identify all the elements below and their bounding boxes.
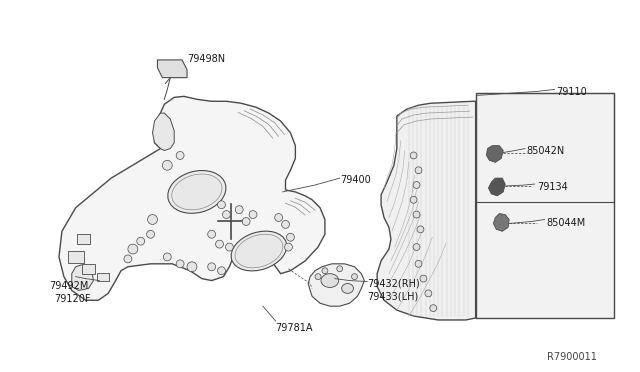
Circle shape [128,244,138,254]
Ellipse shape [172,174,222,210]
Circle shape [351,274,357,280]
Text: 79498N: 79498N [187,54,225,64]
Text: 85044M: 85044M [547,218,586,228]
Circle shape [322,268,328,274]
Circle shape [137,237,145,245]
Circle shape [315,274,321,280]
Polygon shape [72,265,93,291]
Circle shape [187,262,197,272]
Circle shape [417,226,424,233]
Circle shape [236,206,243,214]
Circle shape [218,201,225,209]
Circle shape [410,196,417,203]
Circle shape [413,244,420,250]
Circle shape [218,267,225,275]
Text: 79400: 79400 [340,175,371,185]
Text: 85042N: 85042N [527,145,565,155]
Circle shape [147,230,154,238]
Polygon shape [476,93,614,318]
Circle shape [208,263,216,271]
Circle shape [249,211,257,218]
Circle shape [415,260,422,267]
Polygon shape [59,96,325,300]
Polygon shape [493,214,509,231]
Circle shape [430,305,436,312]
Circle shape [282,221,289,228]
Ellipse shape [342,283,353,294]
Text: R7900011: R7900011 [547,353,596,362]
Circle shape [163,160,172,170]
Circle shape [176,151,184,160]
Ellipse shape [168,170,226,213]
Circle shape [337,266,342,272]
Circle shape [124,255,132,263]
Circle shape [413,182,420,189]
Ellipse shape [235,234,283,268]
Circle shape [242,218,250,225]
Text: 79120F: 79120F [54,294,90,304]
Circle shape [285,243,292,251]
Polygon shape [157,60,187,78]
Circle shape [415,167,422,174]
Polygon shape [308,264,364,306]
Circle shape [223,211,230,218]
Circle shape [176,260,184,268]
Bar [476,93,614,202]
Text: 79432(RH): 79432(RH) [367,279,420,289]
Circle shape [420,275,427,282]
Circle shape [208,230,216,238]
Ellipse shape [231,231,287,271]
Text: 79433(LH): 79433(LH) [367,291,419,301]
Polygon shape [377,101,476,320]
Bar [77,234,90,244]
Bar [68,251,84,263]
Bar [82,264,95,274]
Bar [97,273,109,280]
Circle shape [425,290,432,297]
Circle shape [163,253,172,261]
Polygon shape [152,113,174,151]
Polygon shape [488,178,505,196]
Circle shape [287,233,294,241]
Text: 79781A: 79781A [276,323,313,333]
Text: 79134: 79134 [537,182,568,192]
Circle shape [413,211,420,218]
Text: 79110: 79110 [556,87,587,96]
Circle shape [410,152,417,159]
Text: 79492M: 79492M [49,280,88,291]
Ellipse shape [321,274,339,288]
Circle shape [225,243,234,251]
Circle shape [216,240,223,248]
Circle shape [275,214,283,221]
Circle shape [148,215,157,224]
Polygon shape [486,145,503,162]
